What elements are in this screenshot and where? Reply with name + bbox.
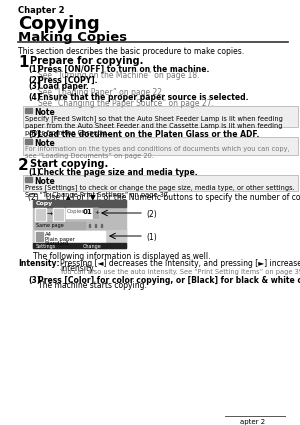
- Text: Ensure that the proper paper source is selected.: Ensure that the proper paper source is s…: [38, 93, 248, 102]
- Bar: [54, 209, 63, 220]
- Text: (3): (3): [28, 82, 40, 91]
- Text: →: →: [47, 212, 53, 218]
- Text: Start copying.: Start copying.: [30, 159, 108, 169]
- Text: (1): (1): [28, 168, 40, 177]
- Text: (2): (2): [28, 76, 40, 85]
- Text: Note: Note: [34, 139, 55, 148]
- Text: The machine starts copying.: The machine starts copying.: [38, 281, 147, 290]
- Bar: [23, 137, 298, 155]
- Text: Press [COPY].: Press [COPY].: [38, 76, 98, 85]
- Text: Copy: Copy: [36, 201, 53, 206]
- Text: Copying: Copying: [18, 15, 100, 33]
- Text: (2): (2): [146, 210, 157, 219]
- Text: Plain paper: Plain paper: [45, 237, 75, 242]
- Bar: [33, 230, 126, 248]
- Text: +: +: [94, 210, 99, 215]
- Text: (4): (4): [28, 93, 40, 102]
- Text: intensity.: intensity.: [60, 264, 95, 273]
- Text: This section describes the basic procedure to make copies.: This section describes the basic procedu…: [18, 47, 244, 56]
- Bar: [53, 208, 64, 221]
- Text: Settings: Settings: [36, 244, 56, 249]
- Text: Chapter 2: Chapter 2: [18, 6, 64, 15]
- Text: See “Loading Paper” on page 22.: See “Loading Paper” on page 22.: [38, 88, 164, 97]
- Text: (1): (1): [28, 65, 40, 74]
- Text: See “Changing the Paper Source” on page 27.: See “Changing the Paper Source” on page …: [38, 99, 214, 108]
- Text: (2)   Use [▲] or [▼], or the Numeric buttons to specify the number of copies.: (2) Use [▲] or [▼], or the Numeric butto…: [28, 193, 300, 202]
- Text: Check the page size and media type.: Check the page size and media type.: [38, 168, 198, 177]
- Bar: [33, 200, 126, 248]
- Text: See “Turning on the Machine” on page 18.: See “Turning on the Machine” on page 18.: [38, 71, 200, 80]
- Text: Load the document on the Platen Glass or the ADF.: Load the document on the Platen Glass or…: [38, 130, 260, 139]
- Text: Change: Change: [83, 244, 102, 249]
- Text: (1): (1): [146, 233, 157, 242]
- Bar: [35, 231, 105, 246]
- Bar: [93, 208, 98, 218]
- Text: Same page: Same page: [36, 223, 64, 228]
- Bar: [95, 224, 96, 227]
- Bar: [35, 208, 46, 221]
- Text: Press [ON/OFF] to turn on the machine.: Press [ON/OFF] to turn on the machine.: [38, 65, 209, 74]
- Text: Press [Settings] to check or change the page size, media type, or other settings: Press [Settings] to check or change the …: [25, 184, 295, 198]
- Bar: [66, 208, 98, 218]
- Text: 01: 01: [83, 209, 93, 215]
- Bar: [87, 222, 117, 229]
- Text: (5): (5): [28, 130, 40, 139]
- Bar: [25, 139, 32, 144]
- Text: For information on the types and conditions of documents which you can copy, see: For information on the types and conditi…: [25, 146, 290, 159]
- Text: (3): (3): [28, 276, 40, 285]
- Text: Pressing [◄] decreases the intensity, and pressing [►] increases the: Pressing [◄] decreases the intensity, an…: [60, 259, 300, 268]
- Bar: [25, 108, 32, 113]
- Text: The following information is displayed as well.: The following information is displayed a…: [33, 252, 211, 261]
- Bar: [89, 224, 90, 227]
- Bar: [101, 224, 102, 227]
- Text: A4: A4: [45, 232, 52, 237]
- Text: Note: Note: [34, 108, 55, 117]
- Text: Standard: Standard: [45, 241, 69, 246]
- Bar: [33, 200, 126, 207]
- Bar: [36, 232, 43, 241]
- Bar: [25, 177, 32, 182]
- Text: You can also use the auto intensity. See “Print Setting Items” on page 39.: You can also use the auto intensity. See…: [60, 269, 300, 275]
- Text: Load paper.: Load paper.: [38, 82, 88, 91]
- Text: Specify [Feed Switch] so that the Auto Sheet Feeder Lamp is lit when feeding pap: Specify [Feed Switch] so that the Auto S…: [25, 115, 283, 136]
- Text: 1: 1: [18, 55, 28, 70]
- Text: Intensity:: Intensity:: [18, 259, 60, 268]
- Text: apter 2: apter 2: [240, 419, 265, 425]
- Text: Note: Note: [34, 177, 55, 186]
- Bar: [35, 222, 85, 229]
- Bar: [23, 106, 298, 127]
- Text: 2: 2: [18, 158, 29, 173]
- Bar: [23, 175, 298, 191]
- Text: Making Copies: Making Copies: [18, 31, 127, 44]
- Bar: [36, 209, 45, 220]
- Text: Press [Color] for color copying, or [Black] for black & white copying.: Press [Color] for color copying, or [Bla…: [38, 276, 300, 285]
- Text: Copies: Copies: [67, 209, 86, 214]
- Text: Prepare for copying.: Prepare for copying.: [30, 56, 143, 66]
- Bar: [33, 243, 126, 248]
